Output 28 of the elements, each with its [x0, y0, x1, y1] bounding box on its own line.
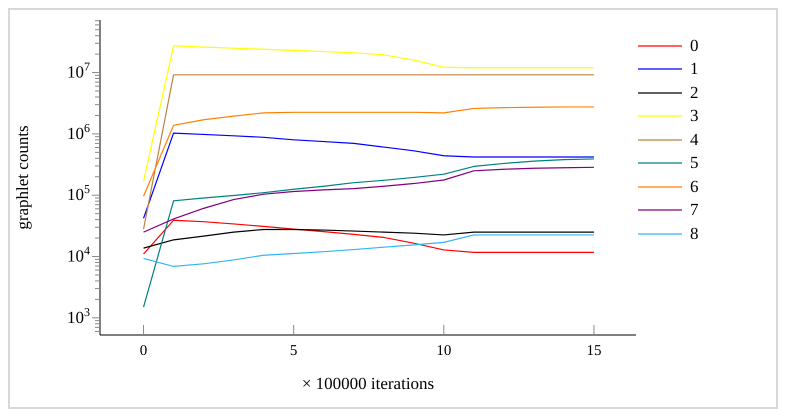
x-tick-label: 15: [586, 343, 602, 359]
legend-label: 2: [690, 82, 698, 103]
line-series: [142, 132, 595, 219]
legend-label: 0: [690, 36, 698, 56]
legend-label: 4: [690, 130, 698, 150]
legend-label: 7: [690, 200, 698, 220]
line-series: [142, 166, 595, 233]
line-series: [142, 158, 595, 308]
line-series: [142, 220, 595, 255]
line-series: [142, 234, 595, 268]
legend-label: 1: [690, 59, 698, 80]
x-axis-title: × 100000 iterations: [302, 374, 434, 393]
y-axis-title: graphlet counts: [13, 125, 32, 230]
legend-label: 6: [690, 176, 698, 197]
x-tick-label: 5: [290, 343, 298, 359]
y-tick-label: 10$^{3}$: [67, 304, 90, 327]
y-tick-label: 10$^{7}$: [67, 60, 90, 82]
x-tick-label: 10: [436, 343, 452, 359]
legend-label: 8: [690, 224, 698, 244]
legend-label: 3: [690, 106, 698, 126]
line-series: [142, 106, 595, 197]
line-series: [142, 228, 595, 249]
y-tick-label: 10$^{5}$: [67, 182, 90, 204]
x-tick-label: 0: [140, 343, 148, 359]
legend-label: 5: [690, 153, 698, 174]
y-tick-label: 10$^{4}$: [67, 244, 90, 266]
y-tick-label: 10$^{6}$: [67, 120, 90, 143]
line-series: [142, 45, 595, 182]
